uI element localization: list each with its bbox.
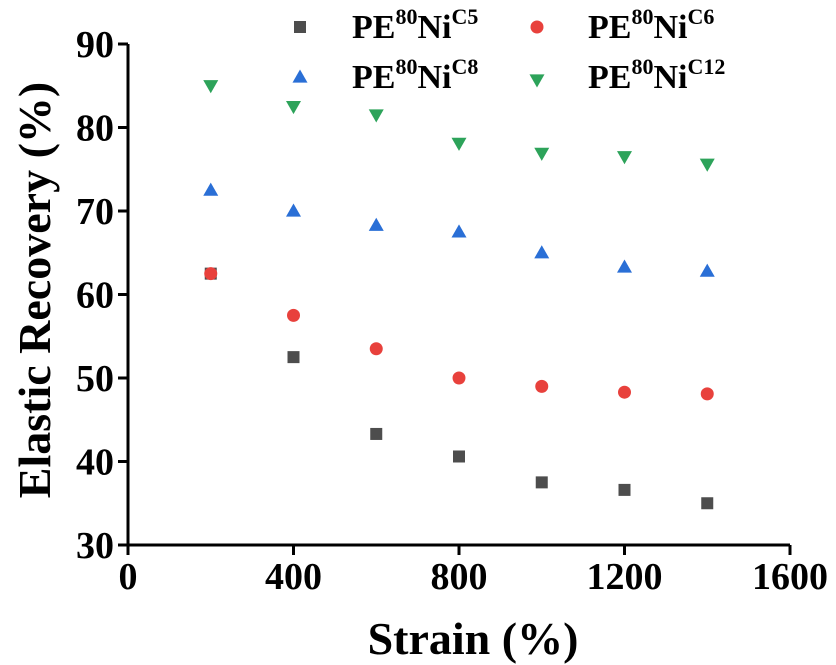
data-point <box>287 351 300 364</box>
legend-label: PE80NiC12 <box>588 54 725 96</box>
data-point <box>453 450 465 463</box>
y-tick-label: 40 <box>76 442 114 484</box>
data-point <box>204 267 218 281</box>
legend-label: PE80NiC8 <box>352 54 478 96</box>
data-point <box>370 427 383 440</box>
data-point <box>203 80 219 94</box>
data-point <box>618 483 631 496</box>
axes: 30 40 50 60 70 80 90 0 400 800 1200 1600 <box>76 24 828 598</box>
x-tick-label: 0 <box>119 556 138 598</box>
x-tick-label: 800 <box>431 556 488 598</box>
y-tick-label: 50 <box>76 358 114 400</box>
data-point <box>618 385 631 399</box>
y-tick-label: 70 <box>76 191 114 233</box>
data-point <box>368 217 384 231</box>
legend-item: PE80NiC8 <box>292 54 478 96</box>
legend-item: PE80NiC5 <box>294 4 478 46</box>
y-tick-label: 90 <box>76 24 114 66</box>
x-tick-label: 1600 <box>752 556 828 598</box>
x-axis-title: Strain (%) <box>368 613 579 664</box>
y-tick-label: 30 <box>76 525 114 567</box>
series-PE80NiC5 <box>204 267 714 510</box>
data-point <box>369 342 383 356</box>
legend-item: PE80NiC12 <box>529 54 725 96</box>
data-point <box>535 379 549 393</box>
legend-marker <box>529 74 545 88</box>
legend-label: PE80NiC6 <box>588 4 714 46</box>
series-PE80NiC12 <box>203 80 715 172</box>
y-tick-label: 80 <box>76 108 114 150</box>
data-point <box>368 109 384 123</box>
data-point <box>534 245 550 259</box>
x-tick-label: 1200 <box>587 556 663 598</box>
data-point <box>287 308 300 322</box>
data-point <box>699 158 715 172</box>
y-axis-title: Elastic Recovery (%) <box>9 82 60 498</box>
data-point <box>701 497 714 510</box>
data-point <box>699 263 715 277</box>
data-point <box>451 137 467 151</box>
data-point <box>617 151 632 165</box>
series-PE80NiC8 <box>203 182 715 277</box>
data-point <box>617 259 632 273</box>
y-tick-label: 60 <box>76 275 114 317</box>
data-point <box>700 387 714 401</box>
legend: PE80NiC5 PE80NiC6 PE80NiC8 PE80NiC12 <box>292 4 725 96</box>
legend-label: PE80NiC5 <box>352 4 478 46</box>
data-points <box>203 80 715 510</box>
data-point <box>452 371 466 385</box>
series-PE80NiC6 <box>204 267 714 401</box>
x-tick-label: 400 <box>265 556 322 598</box>
data-point <box>451 224 467 238</box>
legend-marker <box>530 20 544 34</box>
data-point <box>203 182 219 196</box>
legend-marker <box>292 69 308 83</box>
legend-item: PE80NiC6 <box>530 4 714 46</box>
data-point <box>535 476 548 489</box>
data-point <box>286 203 301 217</box>
data-point <box>534 147 550 161</box>
legend-marker <box>294 21 306 33</box>
data-point <box>286 101 301 115</box>
